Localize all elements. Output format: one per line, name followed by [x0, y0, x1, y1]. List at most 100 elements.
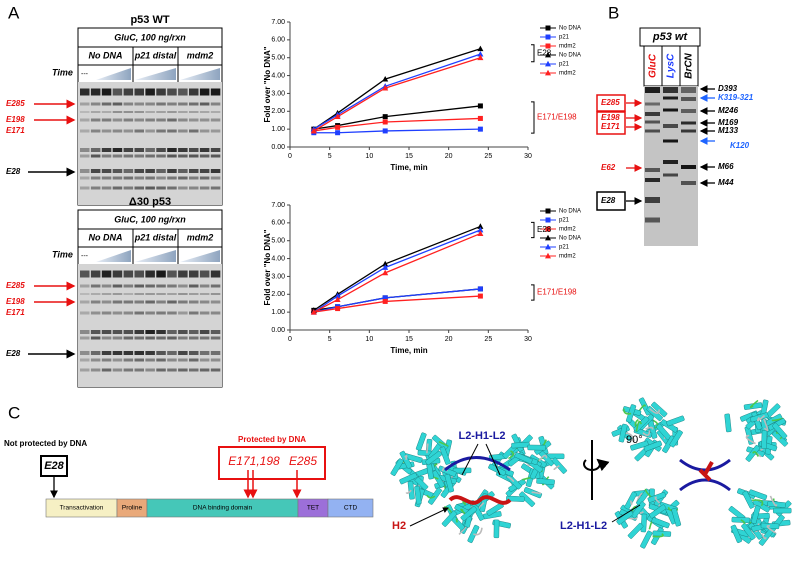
series-line [313, 128, 481, 134]
gel-band [178, 102, 188, 106]
gel-band [210, 284, 221, 288]
gel-band [90, 186, 101, 190]
legend-label: mdm2 [559, 254, 576, 260]
x-tick-label: 20 [445, 336, 453, 343]
gel-band [101, 270, 112, 278]
gel-band [156, 330, 166, 334]
structure-label: H2 [392, 520, 406, 532]
gel-band [123, 351, 134, 355]
beta-strand [640, 530, 653, 549]
gel-band [199, 88, 210, 96]
gel-band [199, 284, 210, 288]
annotation: E171/E198 [537, 288, 577, 297]
gel-band [167, 336, 177, 340]
pointer [485, 443, 501, 476]
gel-band [145, 154, 155, 158]
legend-label: p21 [559, 218, 570, 224]
gel-band [663, 96, 678, 100]
gel-band [156, 300, 166, 304]
gel-band [145, 88, 155, 96]
beta-strand [444, 473, 455, 493]
gel-band [101, 284, 112, 288]
gel-band [123, 111, 134, 113]
gel-band [167, 169, 177, 173]
x-tick-label: 0 [288, 153, 292, 160]
x-axis-title: Time, min [390, 346, 427, 355]
y-tick-label: 2.00 [271, 291, 285, 298]
series-line [313, 53, 481, 130]
series-line [313, 117, 481, 132]
y-tick-label: 3.00 [271, 273, 285, 280]
gel-band [156, 111, 166, 113]
marker [334, 292, 341, 299]
gel-band [90, 118, 101, 122]
time-wedge [135, 68, 176, 80]
coil [522, 477, 531, 481]
gel-band [145, 118, 155, 122]
gel-band [167, 129, 177, 133]
pointer [611, 504, 641, 523]
gel-band [210, 176, 221, 180]
series-line [313, 57, 481, 132]
beta-strand [536, 478, 555, 485]
gel-band [80, 129, 90, 133]
beta-strand [671, 507, 682, 527]
beta-strand [427, 487, 442, 505]
coil [473, 527, 483, 536]
gel-band [199, 118, 210, 122]
beta-strand [616, 510, 634, 525]
coil [531, 491, 542, 495]
label-box [596, 111, 626, 135]
gel-band [178, 176, 188, 180]
annotation: E28 [537, 225, 552, 234]
gel-band [156, 102, 166, 106]
gel-band [178, 118, 188, 122]
marker [310, 308, 317, 315]
lane-label: LysC [666, 53, 677, 78]
marker [545, 243, 551, 250]
gel-band [112, 270, 123, 278]
band-label: E28 [601, 196, 616, 205]
band-label: E285 [6, 99, 25, 108]
gel-band [80, 88, 90, 96]
coil [645, 426, 654, 430]
gel-band [189, 88, 199, 96]
gel-band [112, 293, 123, 295]
beta-strand [666, 415, 685, 427]
gel-band [123, 148, 134, 152]
coil [404, 455, 408, 461]
beta-strand [414, 485, 422, 505]
beta-strand [772, 422, 788, 440]
y-tick-label: 4.00 [271, 72, 285, 79]
y-tick-label: 5.00 [271, 238, 285, 245]
gel-band [167, 154, 177, 158]
gel-band [210, 351, 221, 355]
gel-band [145, 129, 155, 133]
marker [335, 130, 341, 136]
marker [335, 306, 341, 312]
label-box [218, 446, 326, 480]
marker [545, 234, 551, 241]
marker [382, 298, 388, 304]
beta-strand [452, 467, 472, 474]
gel-band [123, 154, 134, 158]
gel-band [210, 300, 221, 304]
gel-band [123, 336, 134, 340]
coil [648, 408, 660, 414]
gel-band [189, 293, 199, 295]
gel-band [178, 368, 188, 372]
gel-band [101, 111, 112, 113]
gel-band [178, 293, 188, 295]
gel-band [123, 311, 134, 315]
gel-band [134, 293, 144, 295]
gel-band [178, 358, 188, 362]
gel-band [112, 368, 123, 372]
gel-band [145, 293, 155, 295]
gel-band [156, 368, 166, 372]
band-label: E171 [601, 122, 620, 131]
condition: mdm2 [187, 50, 214, 60]
beta-strand [647, 492, 667, 503]
band-label: D393 [718, 84, 738, 93]
panel-label: B [608, 3, 619, 22]
gel-band [101, 300, 112, 304]
